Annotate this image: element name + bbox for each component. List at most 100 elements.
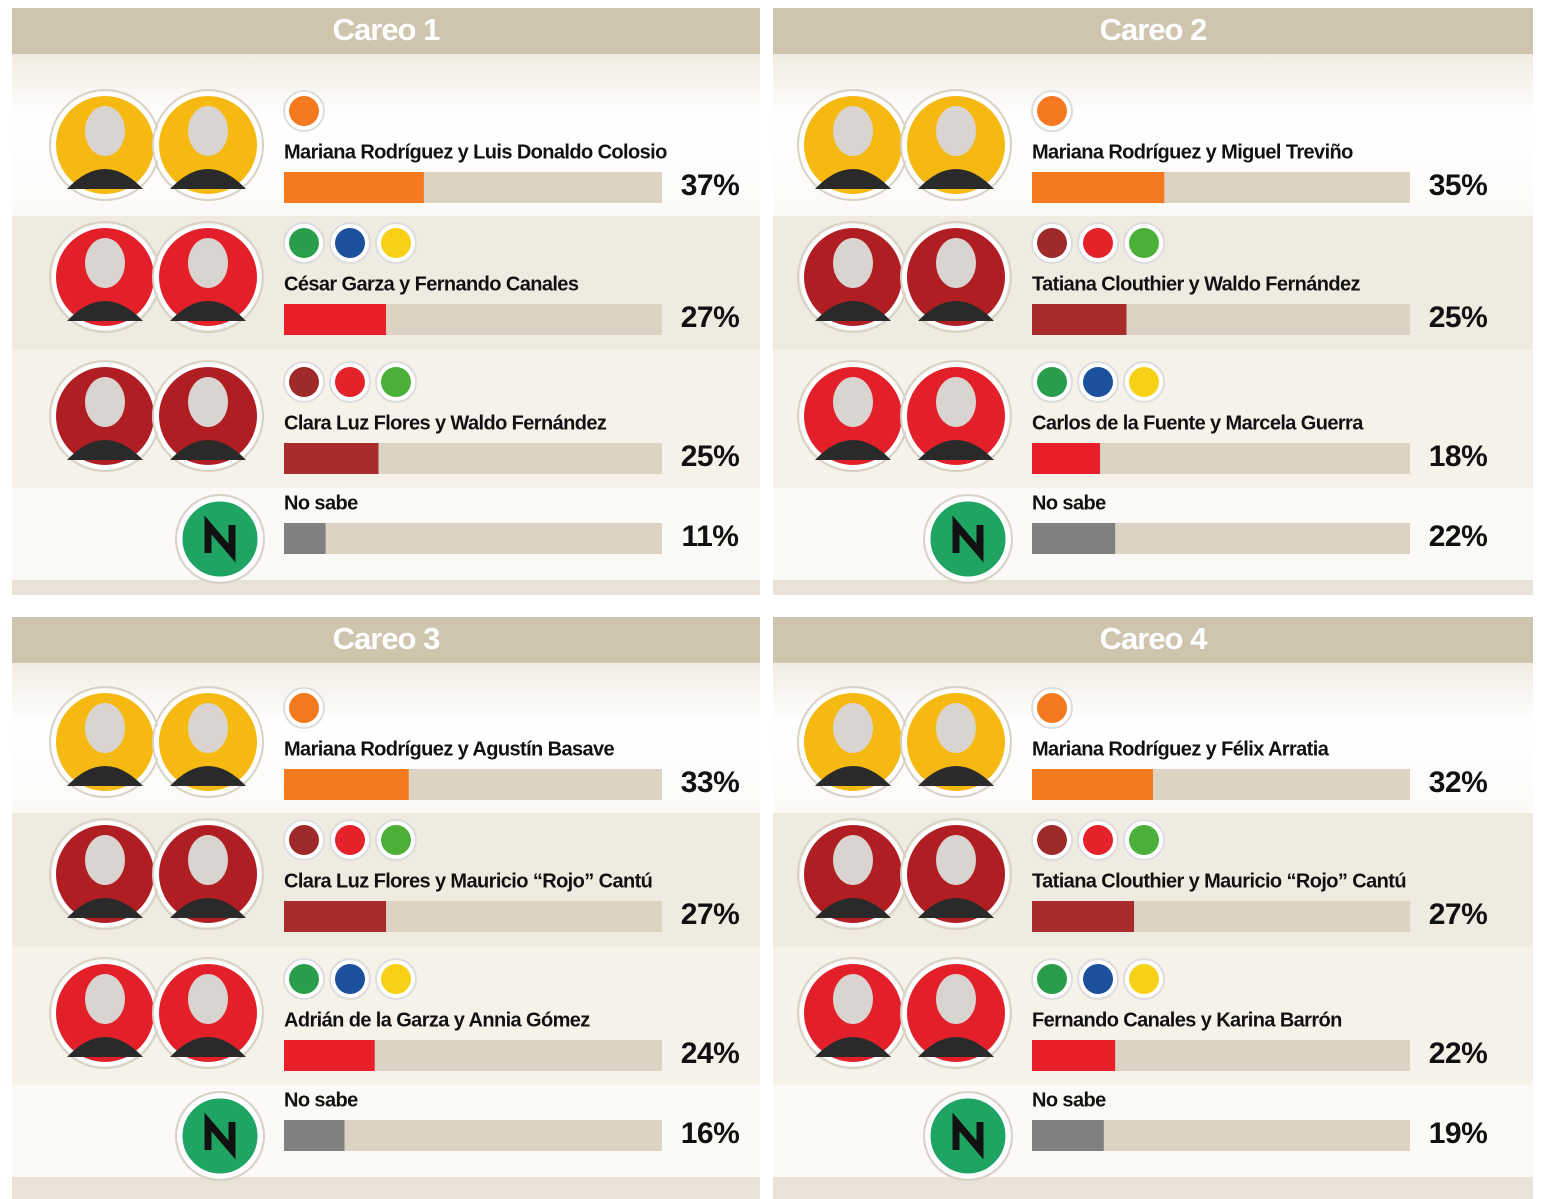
party-logo-inner [381, 825, 411, 855]
party-logo-inner [289, 367, 319, 397]
bar [1032, 901, 1135, 932]
photo-shadow [900, 360, 1012, 472]
candidate-names: Carlos de la Fuente y Marcela Guerra [1032, 412, 1364, 434]
value-label: 16% [681, 1117, 740, 1150]
value-label: 25% [1429, 301, 1488, 334]
photo-shadow [152, 818, 264, 930]
candidate-body [170, 766, 246, 786]
candidate-head [188, 238, 228, 288]
candidate-names: Tatiana Clouthier y Mauricio “Rojo” Cant… [1032, 870, 1406, 892]
panel-title: Careo 4 [1100, 621, 1208, 656]
bar-track [284, 523, 662, 554]
bar [284, 1040, 375, 1071]
candidate-body [67, 169, 143, 189]
photo-shadow [152, 221, 264, 333]
bar [284, 304, 387, 335]
candidate-body [170, 301, 246, 321]
photo-shadow [900, 89, 1012, 201]
candidate-names: No sabe [1032, 1089, 1106, 1111]
no-sabe-ring [175, 494, 265, 584]
candidate-body [170, 1037, 246, 1057]
value-label: 22% [1429, 520, 1488, 553]
candidate-names: No sabe [284, 1089, 358, 1111]
bar [284, 443, 379, 474]
value-label: 18% [1429, 440, 1488, 473]
party-logo-inner [1037, 825, 1067, 855]
candidate-body [67, 898, 143, 918]
party-logo-inner [1083, 367, 1113, 397]
photo-shadow [900, 957, 1012, 1069]
candidate-names: Clara Luz Flores y Waldo Fernández [284, 412, 607, 434]
bar [284, 769, 409, 800]
candidate-head [85, 835, 125, 885]
party-logo-inner [289, 825, 319, 855]
panel-title: Careo 1 [333, 12, 440, 47]
party-logo-inner [1083, 228, 1113, 258]
party-logo-inner [381, 228, 411, 258]
value-label: 25% [681, 440, 740, 473]
panel-header [12, 8, 760, 54]
candidate-body [815, 1037, 891, 1057]
candidate-body [67, 301, 143, 321]
candidate-names: Fernando Canales y Karina Barrón [1032, 1009, 1342, 1031]
panel-title: Careo 2 [1100, 12, 1207, 47]
photo-shadow [152, 686, 264, 798]
candidate-names: Mariana Rodríguez y Luis Donaldo Colosio [284, 141, 667, 163]
candidate-names: Tatiana Clouthier y Waldo Fernández [1032, 273, 1361, 295]
photo-shadow [900, 221, 1012, 333]
candidate-body [918, 898, 994, 918]
bar [1032, 443, 1101, 474]
party-logo-inner [1129, 367, 1159, 397]
bar [284, 172, 424, 203]
candidate-body [918, 1037, 994, 1057]
photo-shadow [900, 818, 1012, 930]
value-label: 27% [681, 898, 740, 931]
value-label: 11% [682, 520, 739, 553]
photo-shadow [152, 89, 264, 201]
party-logo-inner [1037, 964, 1067, 994]
bar [1032, 304, 1127, 335]
candidate-head [936, 377, 976, 427]
candidate-head [85, 238, 125, 288]
party-logo-inner [1037, 96, 1067, 126]
value-label: 27% [681, 301, 740, 334]
no-sabe-icon [952, 1112, 984, 1160]
candidate-head [188, 106, 228, 156]
value-label: 33% [681, 766, 740, 799]
photo-shadow [152, 957, 264, 1069]
party-logo-inner [381, 367, 411, 397]
candidate-names: Mariana Rodríguez y Félix Arratia [1032, 738, 1330, 760]
candidate-body [815, 440, 891, 460]
candidate-head [936, 974, 976, 1024]
candidate-head [833, 377, 873, 427]
candidate-head [188, 974, 228, 1024]
party-logo-inner [1083, 964, 1113, 994]
candidate-body [170, 898, 246, 918]
no-sabe-icon [204, 1112, 236, 1160]
bar [284, 523, 326, 554]
candidate-body [67, 766, 143, 786]
value-label: 24% [681, 1037, 740, 1070]
bar [1032, 172, 1165, 203]
candidate-body [170, 440, 246, 460]
candidate-body [67, 1037, 143, 1057]
candidate-body [170, 169, 246, 189]
candidate-names: César Garza y Fernando Canales [284, 273, 579, 295]
party-logo-inner [1037, 228, 1067, 258]
candidate-head [85, 106, 125, 156]
bar [1032, 523, 1116, 554]
candidate-head [833, 835, 873, 885]
bar-track [284, 1120, 662, 1151]
candidate-body [815, 301, 891, 321]
value-label: 32% [1429, 766, 1488, 799]
candidate-body [67, 440, 143, 460]
candidate-names: No sabe [1032, 492, 1106, 514]
candidate-body [918, 169, 994, 189]
value-label: 22% [1429, 1037, 1488, 1070]
candidate-head [936, 106, 976, 156]
candidate-head [833, 974, 873, 1024]
no-sabe-ring [923, 1091, 1013, 1181]
party-logo-inner [289, 964, 319, 994]
